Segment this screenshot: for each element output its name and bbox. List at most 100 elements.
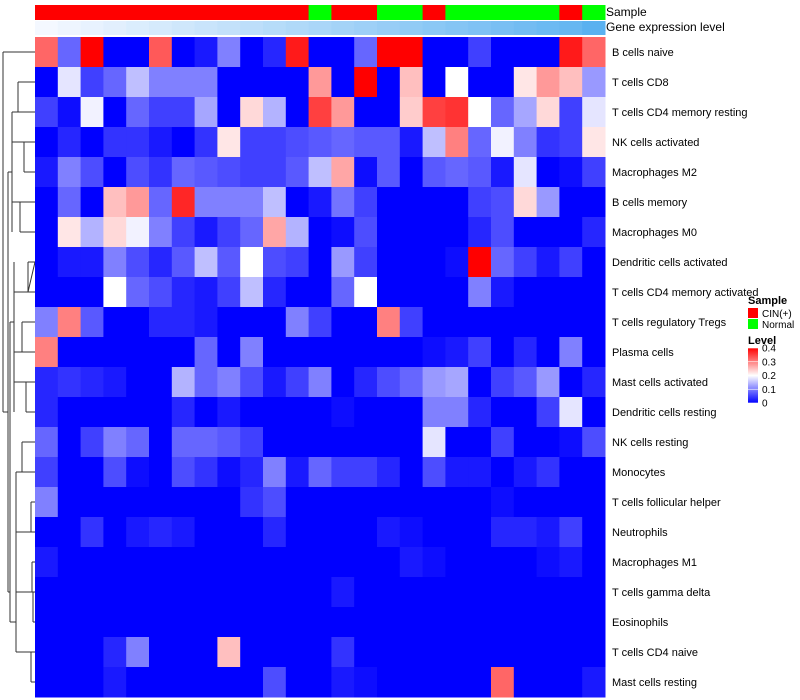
row-label: T cells follicular helper	[612, 497, 721, 509]
heatmap-cell	[377, 247, 401, 278]
heatmap-cell	[285, 187, 310, 218]
legend-swatch-normal	[748, 319, 758, 329]
heatmap-cell	[331, 547, 355, 578]
sample-annotation-cell	[331, 5, 355, 20]
heatmap-cell	[491, 277, 515, 308]
heatmap-cell	[217, 547, 241, 578]
heatmap-cell	[331, 187, 355, 218]
heatmap-cell	[263, 337, 287, 368]
heatmap-cell	[582, 517, 606, 548]
heatmap-cell	[171, 337, 196, 368]
heatmap-cell	[103, 397, 127, 428]
heatmap-cell	[57, 67, 82, 98]
heatmap-cell	[468, 547, 492, 578]
heatmap-cell	[582, 427, 606, 458]
heatmap-cell	[536, 427, 560, 458]
heatmap-cell	[149, 637, 173, 668]
heatmap-cell	[308, 397, 332, 428]
heatmap-cell	[536, 517, 560, 548]
heatmap-cell	[399, 37, 424, 68]
heatmap-cell	[513, 427, 538, 458]
sample-legend-title: Sample	[748, 295, 787, 307]
heatmap-cell	[491, 307, 515, 338]
heatmap-cell	[285, 247, 310, 278]
heatmap-cell	[445, 487, 469, 518]
heatmap-cell	[103, 217, 127, 248]
heatmap-cell	[103, 187, 127, 218]
heatmap-cell	[263, 637, 287, 668]
row-label: T cells CD4 naive	[612, 647, 698, 659]
sample-annotation-cell	[263, 5, 287, 20]
heatmap-cell	[217, 307, 241, 338]
heatmap-cell	[263, 247, 287, 278]
heatmap-cell	[468, 607, 492, 638]
heatmap-cell	[331, 67, 355, 98]
heatmap-cell	[80, 337, 104, 368]
sample-annotation-cell	[513, 5, 538, 20]
heatmap-cell	[149, 67, 173, 98]
heatmap-cell	[171, 37, 196, 68]
heatmap-cell	[422, 127, 446, 158]
heatmap-cell	[171, 247, 196, 278]
heatmap-cell	[57, 607, 82, 638]
heatmap-cell	[57, 37, 82, 68]
level-legend: Level 0.4 0.3 0.2 0.1 0	[748, 335, 776, 410]
heatmap-cell	[149, 247, 173, 278]
heatmap-cell	[263, 157, 287, 188]
heatmap-cell	[399, 607, 424, 638]
heatmap-cell	[308, 37, 332, 68]
heatmap-cell	[285, 517, 310, 548]
heatmap-cell	[35, 517, 59, 548]
heatmap-cell	[582, 217, 606, 248]
heatmap-cell	[582, 157, 606, 188]
heatmap-cell	[468, 277, 492, 308]
heatmap-cell	[422, 637, 446, 668]
heatmap-cell	[194, 667, 218, 698]
heatmap-cell	[194, 337, 218, 368]
heatmap-cell	[126, 637, 150, 668]
level-tick-label: 0.1	[762, 385, 776, 396]
heatmap-cell	[103, 577, 127, 608]
heatmap-cell	[536, 67, 560, 98]
expression-annotation-cell	[422, 21, 446, 35]
heatmap-cell	[536, 457, 560, 488]
sample-annotation-cell	[217, 5, 241, 20]
heatmap-cell	[354, 217, 378, 248]
heatmap-cell	[57, 427, 82, 458]
heatmap-cell	[171, 547, 196, 578]
heatmap-cell	[57, 547, 82, 578]
heatmap-cell	[445, 457, 469, 488]
heatmap-cell	[491, 157, 515, 188]
heatmap-cell	[377, 667, 401, 698]
heatmap-cell	[171, 307, 196, 338]
heatmap-cell	[513, 517, 538, 548]
heatmap-cell	[354, 247, 378, 278]
heatmap-cell	[308, 187, 332, 218]
heatmap-cell	[171, 667, 196, 698]
sample-track-label: Sample	[606, 5, 647, 19]
heatmap-cell	[582, 367, 606, 398]
heatmap-cell	[536, 607, 560, 638]
heatmap-cell	[354, 127, 378, 158]
heatmap-cell	[80, 187, 104, 218]
sample-annotation-cell	[559, 5, 583, 20]
heatmap-cell	[377, 217, 401, 248]
heatmap-cell	[582, 607, 606, 638]
heatmap-cell	[399, 187, 424, 218]
heatmap-cell	[399, 637, 424, 668]
row-label: Macrophages M2	[612, 167, 697, 179]
heatmap-cell	[263, 307, 287, 338]
heatmap-cell	[35, 247, 59, 278]
heatmap-cell	[331, 427, 355, 458]
heatmap-cell	[194, 517, 218, 548]
heatmap-cell	[57, 277, 82, 308]
heatmap-cell	[80, 667, 104, 698]
heatmap-cell	[354, 277, 378, 308]
heatmap-cell	[103, 367, 127, 398]
heatmap-cell	[445, 157, 469, 188]
heatmap-cell	[331, 217, 355, 248]
heatmap-cell	[491, 247, 515, 278]
heatmap-cell	[491, 217, 515, 248]
heatmap-cell	[80, 157, 104, 188]
heatmap-cell	[491, 127, 515, 158]
